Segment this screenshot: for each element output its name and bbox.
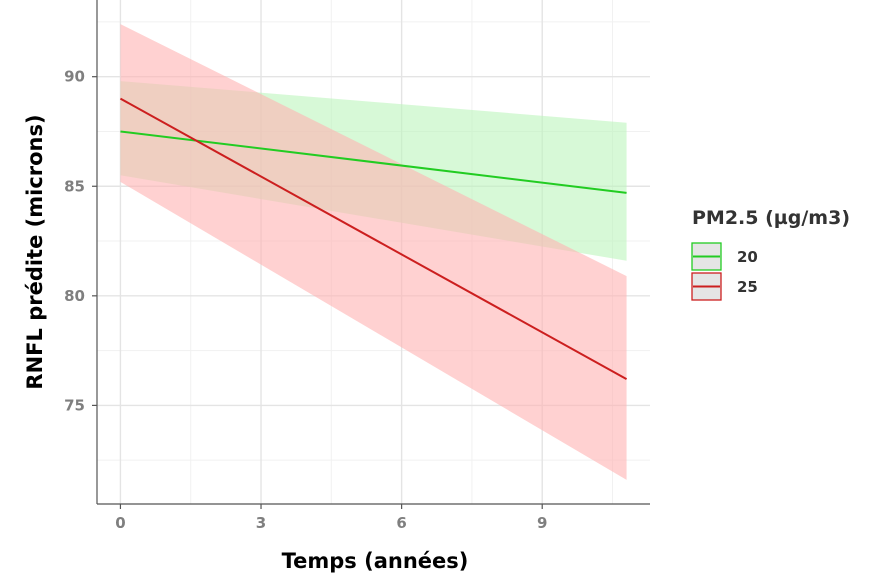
y-axis-title: RNFL prédite (microns) [23, 114, 47, 389]
x-axis-title: Temps (années) [282, 549, 469, 573]
confidence-bands [120, 24, 627, 480]
line-series-20 [120, 130, 627, 194]
line-series-25 [119, 97, 628, 380]
y-tick-label: 80 [64, 287, 85, 305]
x-tick-label: 9 [537, 514, 547, 532]
x-tick-label: 3 [256, 514, 266, 532]
series-lines [119, 97, 628, 380]
y-tick-label: 90 [64, 68, 85, 86]
tick-labels: 0 3 6 9 75 80 85 90 [64, 68, 547, 532]
band-series-25 [120, 24, 627, 480]
legend: PM2.5 (µg/m3) 20 25 [691, 207, 850, 301]
x-tick-label: 6 [396, 514, 406, 532]
axes [92, 0, 650, 509]
legend-item-25: 25 [691, 272, 758, 301]
x-tick-label: 0 [115, 514, 125, 532]
legend-label-25: 25 [737, 278, 758, 296]
legend-item-20: 20 [691, 242, 758, 271]
y-tick-label: 75 [64, 396, 85, 414]
y-tick-label: 85 [64, 177, 85, 195]
legend-label-20: 20 [737, 248, 758, 266]
legend-title: PM2.5 (µg/m3) [692, 207, 850, 229]
